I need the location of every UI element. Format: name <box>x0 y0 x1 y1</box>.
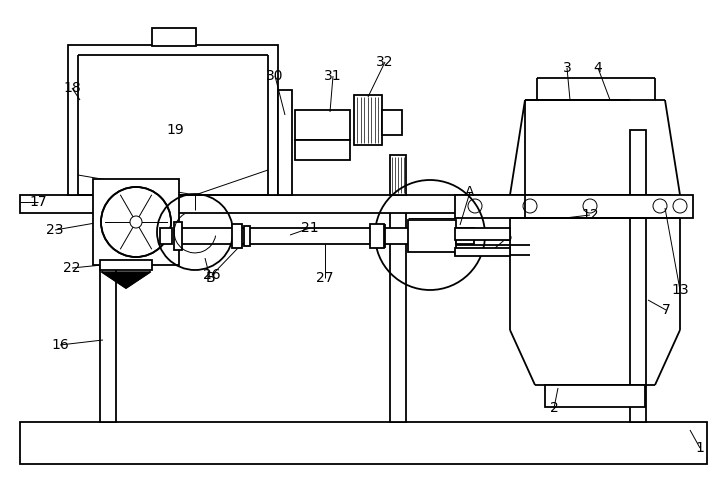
Bar <box>160 228 172 244</box>
Text: 3: 3 <box>563 61 571 75</box>
Bar <box>370 224 384 248</box>
Polygon shape <box>100 260 152 270</box>
Bar <box>455 228 510 240</box>
Text: 32: 32 <box>377 55 394 69</box>
Bar <box>295 110 350 140</box>
Bar <box>455 195 693 218</box>
Bar <box>93 179 179 265</box>
Bar <box>180 228 455 244</box>
Text: 21: 21 <box>301 221 319 235</box>
Text: 17: 17 <box>29 195 47 209</box>
Text: 1: 1 <box>696 441 704 455</box>
Text: 30: 30 <box>266 69 284 83</box>
Bar <box>20 422 707 464</box>
Bar <box>278 90 292 195</box>
Bar <box>232 224 242 248</box>
Bar <box>244 226 250 246</box>
Bar <box>455 248 510 256</box>
Text: B: B <box>205 271 214 285</box>
Bar <box>382 110 402 135</box>
Text: 5: 5 <box>504 230 513 244</box>
Bar <box>295 140 350 160</box>
Text: 27: 27 <box>316 271 334 285</box>
Text: 4: 4 <box>594 61 603 75</box>
Text: 16: 16 <box>51 338 69 352</box>
Text: 2: 2 <box>550 401 558 415</box>
Text: A: A <box>465 185 475 199</box>
Bar <box>152 28 196 46</box>
Polygon shape <box>102 272 150 288</box>
Text: 12: 12 <box>581 208 599 222</box>
Bar <box>354 95 382 145</box>
Bar <box>408 220 456 252</box>
Text: 13: 13 <box>671 283 688 297</box>
Text: 22: 22 <box>63 261 81 275</box>
Bar <box>100 195 116 422</box>
Bar <box>20 195 670 213</box>
Circle shape <box>130 216 142 228</box>
Bar <box>390 195 406 422</box>
Text: 7: 7 <box>662 303 670 317</box>
Text: 23: 23 <box>47 223 64 237</box>
Bar <box>545 385 645 407</box>
Bar <box>456 228 474 244</box>
Bar <box>390 155 406 195</box>
Text: 31: 31 <box>324 69 342 83</box>
Bar <box>68 45 278 195</box>
Text: 19: 19 <box>166 123 184 137</box>
Bar <box>630 130 646 422</box>
Bar <box>174 222 182 250</box>
Text: 18: 18 <box>63 81 81 95</box>
Text: 26: 26 <box>203 268 221 282</box>
